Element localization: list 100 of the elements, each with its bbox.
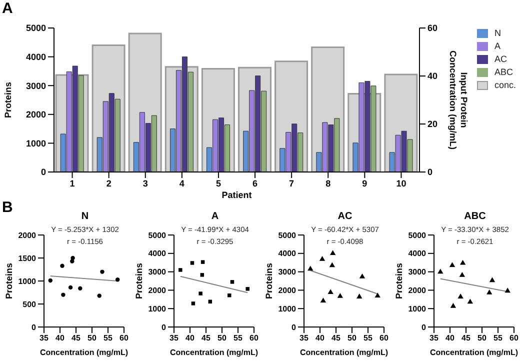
y-axis-title: Proteins	[3, 82, 14, 118]
x-tick-label: 35	[300, 334, 309, 343]
y-tick-label: 3000	[278, 268, 297, 277]
y-tick-label: 0	[32, 322, 37, 332]
x-axis-title: Concentration (mg/mL)	[300, 348, 388, 357]
point	[320, 298, 326, 303]
x-tick-label: 60	[510, 334, 519, 343]
point	[48, 278, 53, 283]
y-tick-label: 3000	[26, 80, 46, 91]
point	[486, 289, 492, 294]
y-tick-label: 3000	[148, 268, 167, 277]
y-tick-label: 3000	[408, 268, 427, 277]
legend-label: N	[494, 28, 501, 38]
y2-tick-label: 60	[427, 23, 438, 34]
x-tick-label: 40	[316, 334, 325, 343]
x-tick-label: 3	[142, 178, 148, 188]
chart-title: AC	[336, 211, 354, 222]
x-tick-label: 45	[72, 334, 81, 343]
x-tick-label: 50	[88, 334, 97, 343]
point	[191, 302, 196, 306]
x-tick-label: 45	[202, 334, 211, 343]
point	[68, 285, 73, 290]
x-tick-label: 8	[326, 178, 331, 188]
point	[329, 262, 336, 268]
point	[208, 300, 212, 304]
y-axis-title: Proteins	[4, 262, 14, 300]
x-tick-label: 35	[430, 334, 439, 343]
point	[115, 278, 120, 282]
y-tick-label: 4000	[408, 249, 427, 258]
y-tick-label: 0	[292, 322, 297, 332]
x-tick-label: 55	[104, 334, 113, 343]
point	[489, 277, 496, 282]
point	[97, 294, 102, 298]
y-tick-label: 1000	[18, 276, 37, 286]
x-tick-label: 60	[380, 334, 389, 343]
point	[467, 298, 474, 304]
y-tick-label: 1000	[148, 304, 167, 314]
point	[356, 294, 362, 298]
point	[61, 292, 66, 297]
x-tick-label: 1	[70, 178, 75, 188]
y-tick-label: 0	[40, 167, 46, 178]
point	[328, 289, 334, 294]
y-tick-label: 1000	[408, 304, 427, 314]
y2-tick-label: 40	[427, 71, 438, 82]
x-tick-label: 50	[218, 334, 227, 343]
point	[330, 250, 336, 256]
chart-title: N	[80, 211, 90, 222]
y-tick-label: 2000	[148, 286, 167, 296]
point	[337, 292, 344, 298]
point	[198, 292, 202, 296]
point	[230, 280, 234, 284]
y-tick-label: 500	[22, 300, 37, 309]
x-tick-label: 60	[250, 334, 259, 343]
x-tick-label: 55	[234, 334, 243, 343]
point	[70, 256, 75, 260]
y2-axis-title: Input Protein Concentration (mg/mL)	[448, 50, 469, 150]
point	[200, 260, 205, 264]
x-axis-title: Concentration (mg/mL)	[170, 348, 258, 357]
text: B	[2, 199, 13, 216]
x-tick-label: 40	[56, 334, 65, 343]
x-tick-label: 9	[362, 178, 368, 188]
y2-tick-label: 20	[427, 119, 438, 130]
legend-label: AC	[494, 54, 507, 64]
x-tick-label: 60	[120, 334, 129, 343]
point	[319, 256, 326, 261]
y-tick-label: 5000	[148, 230, 167, 240]
point	[458, 294, 464, 298]
y-tick-label: 5000	[278, 230, 297, 240]
legend-label: ABC	[494, 67, 513, 77]
point	[374, 292, 380, 298]
y-tick-label: 4000	[26, 52, 46, 62]
x-tick-label: 50	[478, 334, 487, 343]
point	[100, 270, 104, 274]
point	[359, 273, 366, 278]
y-tick-label: 2000	[278, 286, 297, 296]
point	[504, 288, 510, 293]
y-tick-label: 0	[162, 322, 167, 332]
y-tick-label: 1000	[26, 138, 46, 148]
y-tick-label: 2000	[26, 110, 46, 120]
y-tick-label: 5000	[408, 230, 427, 240]
legend-label: A	[494, 41, 500, 51]
x-tick-label: 35	[40, 334, 49, 343]
y-tick-label: 1500	[18, 254, 37, 263]
x-axis-title: Patient	[222, 190, 252, 200]
y-axis-title: Proteins	[264, 262, 274, 300]
legend-label: conc.	[494, 80, 516, 90]
x-tick-label: 10	[396, 178, 406, 188]
y-tick-label: 0	[422, 322, 427, 332]
x-axis-title: Concentration (mg/mL)	[430, 348, 518, 357]
point	[246, 287, 250, 291]
x-tick-label: 55	[364, 334, 373, 343]
y-tick-label: 2000	[408, 286, 427, 296]
chart-title: A	[210, 211, 220, 222]
x-tick-label: 40	[186, 334, 195, 343]
point	[460, 260, 466, 265]
x-tick-label: 7	[289, 178, 294, 188]
x-tick-label: 5	[216, 178, 221, 188]
y-axis-title: Proteins	[134, 262, 144, 300]
point	[449, 262, 456, 267]
x-tick-label: 6	[252, 178, 258, 188]
